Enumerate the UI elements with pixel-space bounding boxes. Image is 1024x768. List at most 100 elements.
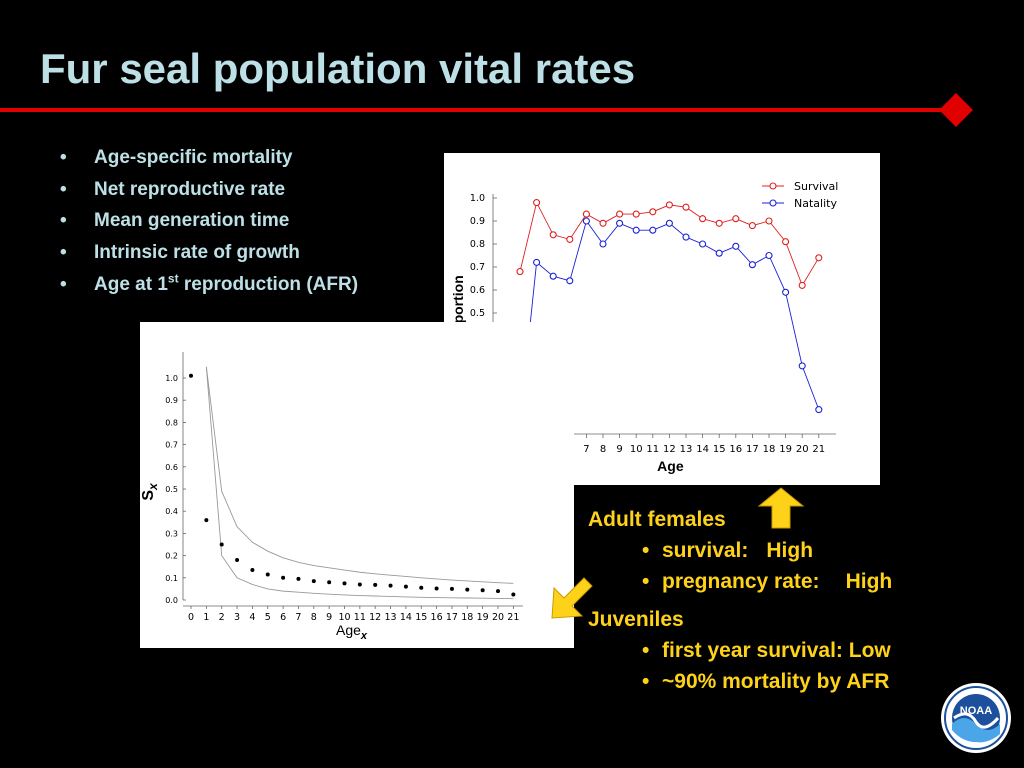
afr-text-end: reproduction (AFR): [178, 273, 359, 295]
data-point-survival: [649, 208, 657, 216]
data-point: [357, 582, 362, 587]
list-item: Net reproductive rate: [60, 174, 358, 206]
data-point-natality: [599, 240, 607, 248]
data-point-natality: [582, 217, 590, 225]
y-tick-label: 0.8: [165, 418, 178, 427]
data-point-survival: [566, 235, 574, 243]
y-tick-label: 0.6: [470, 285, 485, 296]
data-point: [219, 542, 224, 547]
data-point: [189, 373, 193, 378]
data-point: [250, 568, 255, 573]
x-tick-label: 9: [326, 612, 332, 623]
data-point: [373, 582, 378, 587]
data-point: [296, 576, 301, 581]
data-point: [342, 581, 347, 586]
data-point-natality: [632, 226, 640, 234]
x-tick-label: 5: [265, 612, 271, 623]
x-tick-label: 16: [431, 612, 443, 623]
data-point: [204, 518, 209, 523]
x-tick-label: 4: [249, 612, 255, 623]
data-point-survival: [599, 219, 607, 227]
adult-survival-value: High: [766, 539, 814, 562]
juvenile-survival-text: first year survival: Low: [662, 639, 891, 662]
x-tick-label: 2: [219, 612, 225, 623]
data-point-natality: [682, 233, 690, 241]
y-tick-label: 0.7: [470, 262, 485, 273]
data-point-natality: [549, 272, 557, 280]
x-tick-label: 15: [415, 612, 427, 623]
data-point-survival: [682, 203, 690, 211]
x-tick-label: 20: [796, 444, 809, 455]
adult-pregnancy-value: High: [845, 570, 893, 593]
x-tick-label: 10: [630, 444, 643, 455]
x-tick-label: 20: [492, 612, 504, 623]
data-point: [434, 586, 439, 591]
x-tick-label: 1: [203, 612, 209, 623]
list-item: Age-specific mortality: [60, 142, 358, 174]
y-tick-label: 0.3: [165, 529, 178, 538]
juvenile-mortality-row: • ~90% mortality by AFR: [588, 666, 892, 697]
data-point-natality: [533, 258, 541, 266]
afr-text-start: Age at 1: [94, 273, 168, 295]
noaa-logo-icon: NOAA: [941, 683, 1011, 753]
x-tick-label: 10: [338, 612, 350, 623]
x-tick-label: 7: [583, 444, 589, 455]
y-tick-label: 0.1: [165, 574, 178, 583]
down-left-arrow-icon: [551, 577, 593, 619]
x-axis-label-main: Age: [336, 622, 361, 638]
x-tick-label: 14: [696, 444, 709, 455]
x-tick-label: 21: [812, 444, 825, 455]
data-point: [465, 587, 470, 592]
data-point-survival: [699, 215, 707, 223]
x-tick-label: 3: [234, 612, 240, 623]
data-point: [265, 572, 270, 577]
x-tick-label: 19: [477, 612, 489, 623]
afr-superscript: st: [167, 271, 179, 286]
logo-text: NOAA: [960, 705, 992, 717]
x-tick-label: 12: [663, 444, 676, 455]
data-point-survival: [715, 219, 723, 227]
x-tick-label: 12: [369, 612, 381, 623]
data-point-natality: [782, 288, 790, 296]
juveniles-heading: Juveniles: [588, 608, 684, 631]
x-axis-label-subscript: x: [360, 630, 368, 642]
y-tick-label: 0.5: [165, 485, 178, 494]
x-tick-label: 18: [461, 612, 473, 623]
x-tick-label: 21: [507, 612, 519, 623]
data-point: [496, 589, 500, 594]
legend-label: Survival: [794, 180, 838, 193]
data-point: [480, 588, 485, 593]
data-point: [388, 583, 393, 588]
data-point-survival: [732, 215, 740, 223]
x-tick-label: 8: [311, 612, 317, 623]
x-tick-label: 13: [680, 444, 693, 455]
title-divider-line: [0, 108, 956, 112]
bullet-dot: •: [642, 570, 650, 593]
list-item: Age at 1st reproduction (AFR): [60, 269, 358, 301]
y-tick-label: 0.5: [470, 308, 485, 319]
data-point: [281, 575, 286, 580]
y-tick-label: 1.0: [165, 374, 178, 383]
y-axis-label-subscript: x: [146, 482, 160, 491]
x-axis-label: Agex: [336, 622, 368, 642]
data-point: [311, 579, 316, 584]
data-point-natality: [748, 261, 756, 269]
bullet-dot: •: [642, 639, 650, 662]
data-point-natality: [649, 226, 657, 234]
up-arrow-icon: [757, 487, 805, 529]
juvenile-survival-row: • first year survival: Low: [588, 635, 892, 666]
data-point: [419, 585, 424, 590]
x-axis-label: Age: [657, 458, 684, 474]
x-tick-label: 19: [779, 444, 792, 455]
confidence-curve: [205, 366, 514, 600]
x-tick-label: 7: [295, 612, 301, 623]
data-point-natality: [699, 240, 707, 248]
adult-pregnancy-label: pregnancy rate:: [662, 570, 820, 593]
data-point-survival: [748, 222, 756, 230]
data-point: [327, 580, 332, 585]
adult-survival-row: • survival: High: [588, 535, 892, 566]
y-tick-label: 0.8: [470, 239, 485, 250]
data-point-survival: [582, 210, 590, 218]
data-point: [235, 558, 240, 563]
y-tick-label: 1.0: [470, 193, 485, 204]
